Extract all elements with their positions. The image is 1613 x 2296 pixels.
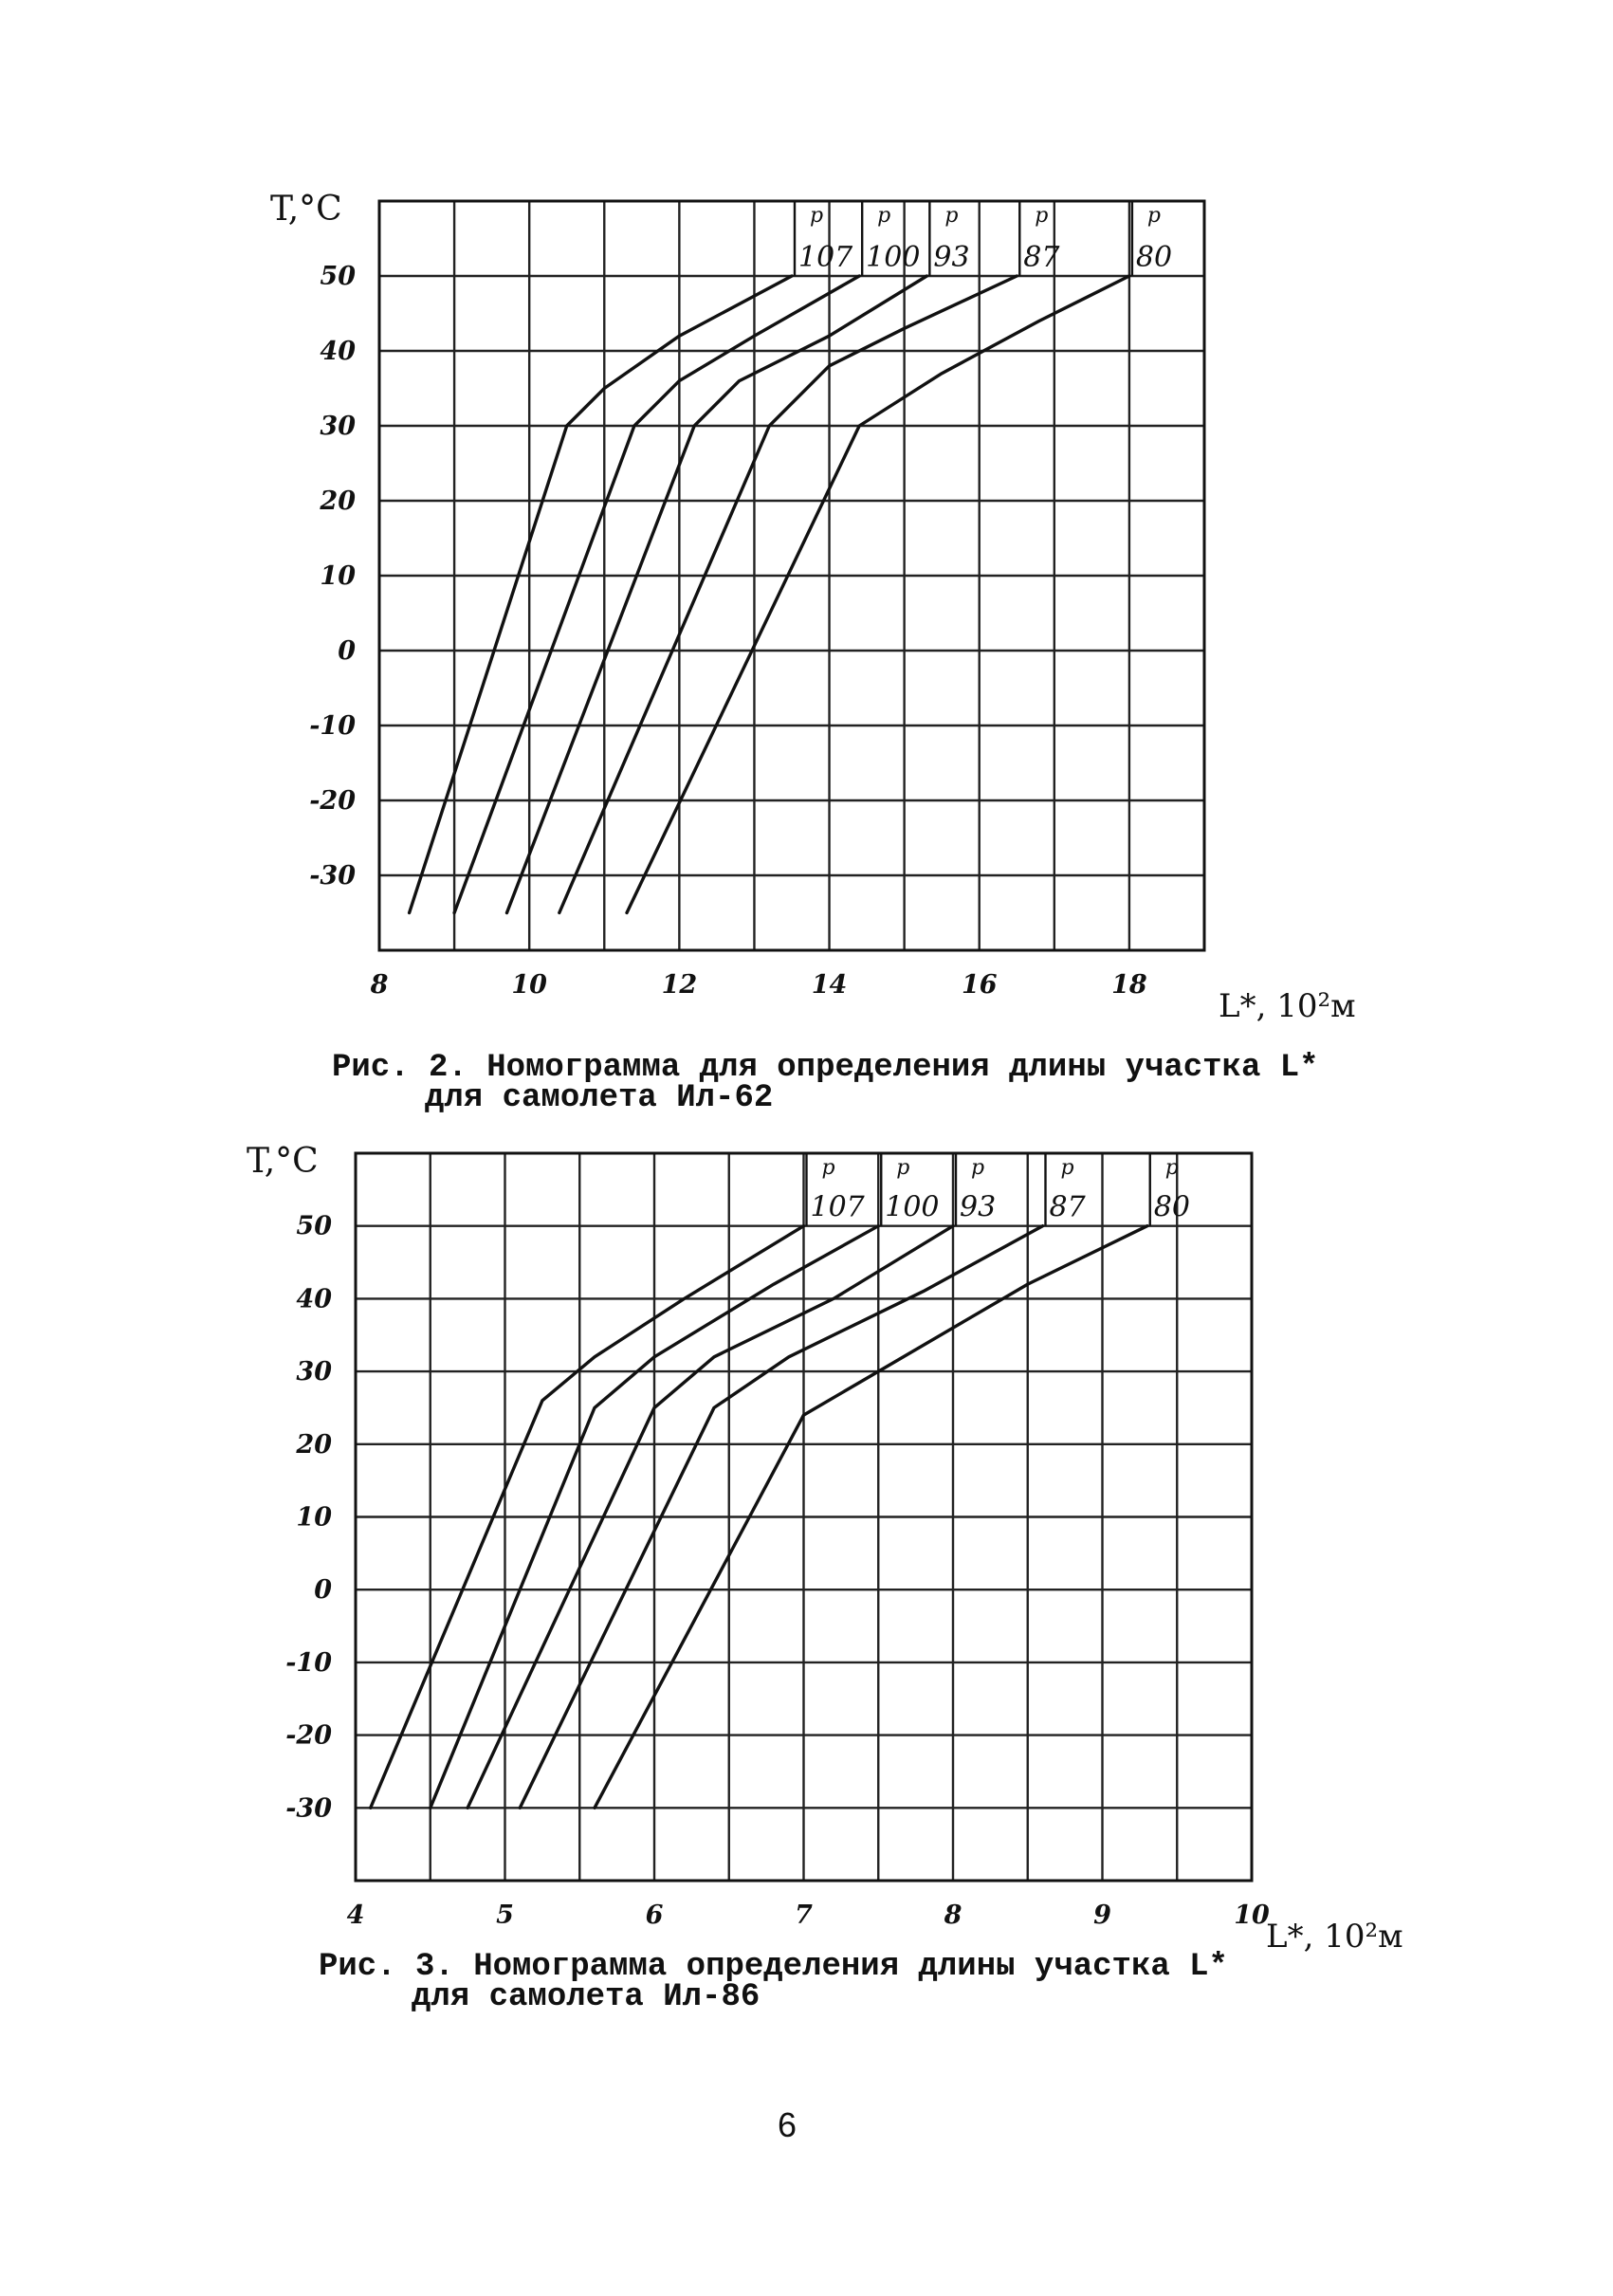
y-tick-label: 20 (295, 1430, 332, 1460)
y-tick-label: 50 (320, 262, 356, 291)
curve-parameter-letter: p (1061, 1156, 1074, 1180)
curve-p-80 (625, 274, 1131, 915)
curve-label-80: 80 (1154, 1191, 1190, 1224)
y-tick-label: 30 (320, 412, 356, 441)
y-axis-label: T,°C (270, 190, 342, 229)
curve-label-93: 93 (960, 1191, 996, 1224)
plot-frame (354, 1151, 1254, 1883)
y-axis-label: T,°C (247, 1142, 319, 1181)
y-tick-label: 20 (319, 487, 356, 516)
x-tick-label: 9 (1093, 1901, 1111, 1930)
x-tick-label: 5 (496, 1901, 514, 1930)
x-tick-label: 16 (962, 970, 998, 1000)
curve-p-107 (407, 274, 794, 915)
caption-2-line-1: Рис. 2. Номограмма для определения длины… (332, 1050, 1319, 1086)
curve-p-80 (593, 1224, 1149, 1809)
x-axis-label: L*, 10²м (1219, 987, 1356, 1025)
x-tick-label: 18 (1111, 970, 1147, 1000)
y-tick-label: 40 (320, 337, 356, 366)
curve-label-87: 87 (1023, 241, 1060, 274)
x-tick-label: 4 (347, 1901, 365, 1930)
x-tick-label: 6 (646, 1901, 664, 1930)
curve-p-93 (466, 1224, 955, 1809)
curve-parameter-letter: p (810, 204, 823, 228)
curve-p-87 (558, 274, 1018, 915)
curve-parameter-letter: p (1165, 1156, 1179, 1180)
curve-parameter-letter: p (944, 204, 958, 228)
curve-label-100: 100 (866, 241, 920, 274)
curve-parameter-letter: p (1035, 204, 1048, 228)
y-tick-label: -10 (285, 1648, 332, 1678)
curve-label-87: 87 (1050, 1191, 1087, 1224)
y-tick-label: -30 (309, 861, 356, 891)
curve-parameter-letter: p (877, 204, 890, 228)
curve-label-107: 107 (798, 241, 853, 274)
y-tick-label: 50 (296, 1212, 332, 1241)
y-tick-label: -20 (285, 1721, 332, 1751)
curve-parameter-letter: p (971, 1156, 984, 1180)
curve-parameter-letter: p (822, 1156, 835, 1180)
curve-parameter-letter: p (1147, 204, 1161, 228)
x-tick-label: 8 (944, 1901, 962, 1930)
curve-p-87 (518, 1224, 1045, 1809)
x-tick-label: 10 (511, 970, 547, 1000)
curve-p-100 (429, 1224, 880, 1809)
y-tick-label: 10 (320, 561, 356, 591)
x-tick-label: 14 (812, 970, 848, 1000)
curve-label-100: 100 (885, 1191, 939, 1224)
page-number: 6 (778, 2105, 797, 2144)
plot-frame (377, 199, 1206, 952)
curve-label-107: 107 (811, 1191, 866, 1224)
curve-p-100 (452, 274, 861, 915)
y-tick-label: 10 (296, 1503, 332, 1533)
x-axis-label: L*, 10²м (1266, 1918, 1403, 1956)
chart-grid (379, 201, 1204, 950)
y-tick-label: -30 (285, 1793, 332, 1823)
figure-caption-2: Рис. 2. Номограмма для определения длины… (332, 1050, 1319, 1116)
y-tick-label: 30 (296, 1357, 332, 1387)
x-tick-label: 8 (370, 970, 389, 1000)
curve-parameter-letter: p (896, 1156, 909, 1180)
caption-3-line-2: для самолета Ил-86 (412, 1979, 761, 2015)
chart-grid (356, 1153, 1252, 1881)
figure-caption-3: Рис. 3. Номограмма определения длины уча… (319, 1949, 1228, 2015)
x-tick-label: 10 (1234, 1901, 1270, 1930)
caption-3-line-1: Рис. 3. Номограмма определения длины уча… (319, 1949, 1228, 1985)
y-tick-label: 0 (338, 636, 356, 666)
curve-p-107 (369, 1224, 806, 1809)
curve-p-93 (504, 274, 929, 915)
curve-label-80: 80 (1136, 241, 1172, 274)
y-tick-label: -10 (309, 711, 356, 741)
y-tick-label: 0 (314, 1575, 332, 1605)
y-tick-label: -20 (309, 786, 356, 816)
curve-label-93: 93 (933, 241, 969, 274)
y-tick-label: 40 (296, 1284, 332, 1313)
x-tick-label: 7 (795, 1901, 813, 1930)
x-tick-label: 12 (662, 970, 698, 1000)
caption-2-line-2: для самолета Ил-62 (425, 1080, 774, 1116)
